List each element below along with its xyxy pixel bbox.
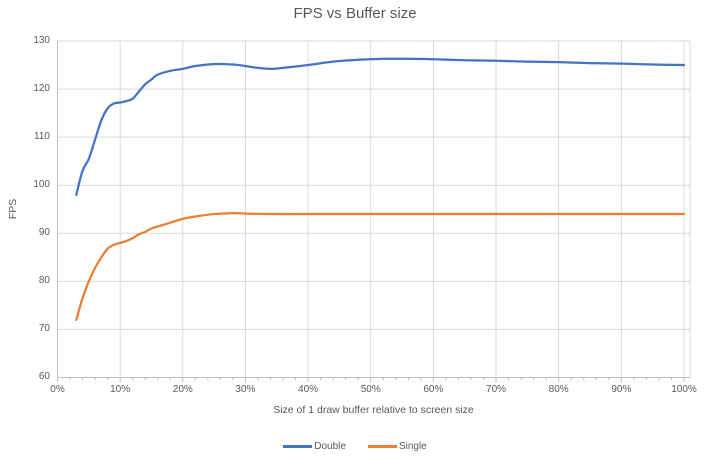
legend-item-double: Double bbox=[283, 441, 346, 452]
legend: Double Single bbox=[0, 441, 710, 452]
x-axis-title: Size of 1 draw buffer relative to screen… bbox=[273, 404, 474, 416]
y-axis-title: FPS bbox=[7, 198, 19, 220]
y-tick-label: 60 bbox=[38, 371, 50, 382]
y-tick-label: 70 bbox=[38, 322, 50, 334]
legend-swatch-single bbox=[367, 445, 397, 448]
x-tick-label: 80% bbox=[548, 384, 569, 395]
x-tick-label: 100% bbox=[671, 384, 697, 395]
series-line-single bbox=[75, 211, 686, 321]
x-tick-label: 90% bbox=[611, 384, 632, 395]
y-tick-label: 100 bbox=[33, 178, 50, 190]
chart-title: FPS vs Buffer size bbox=[293, 5, 417, 22]
x-tick-label: 20% bbox=[172, 384, 193, 395]
x-tick-label: 0% bbox=[50, 384, 65, 395]
y-tick-label: 130 bbox=[33, 34, 50, 46]
series-line-double bbox=[75, 57, 686, 196]
y-tick-label: 90 bbox=[38, 226, 50, 238]
x-tick-label: 30% bbox=[235, 384, 256, 395]
legend-label: Double bbox=[314, 441, 346, 452]
y-tick-label: 80 bbox=[38, 274, 50, 286]
x-tick-label: 60% bbox=[423, 384, 444, 395]
x-tick-label: 40% bbox=[298, 384, 319, 395]
legend-item-single: Single bbox=[367, 441, 427, 452]
x-tick-label: 70% bbox=[486, 384, 507, 395]
x-tick-label: 10% bbox=[110, 384, 131, 395]
legend-label: Single bbox=[398, 441, 427, 452]
x-tick-label: 50% bbox=[360, 384, 381, 395]
y-tick-label: 110 bbox=[34, 130, 50, 142]
legend-swatch-double bbox=[283, 445, 313, 448]
y-tick-label: 120 bbox=[33, 82, 50, 94]
